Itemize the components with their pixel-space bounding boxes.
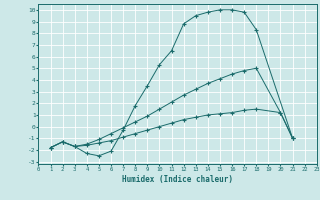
X-axis label: Humidex (Indice chaleur): Humidex (Indice chaleur)	[122, 175, 233, 184]
